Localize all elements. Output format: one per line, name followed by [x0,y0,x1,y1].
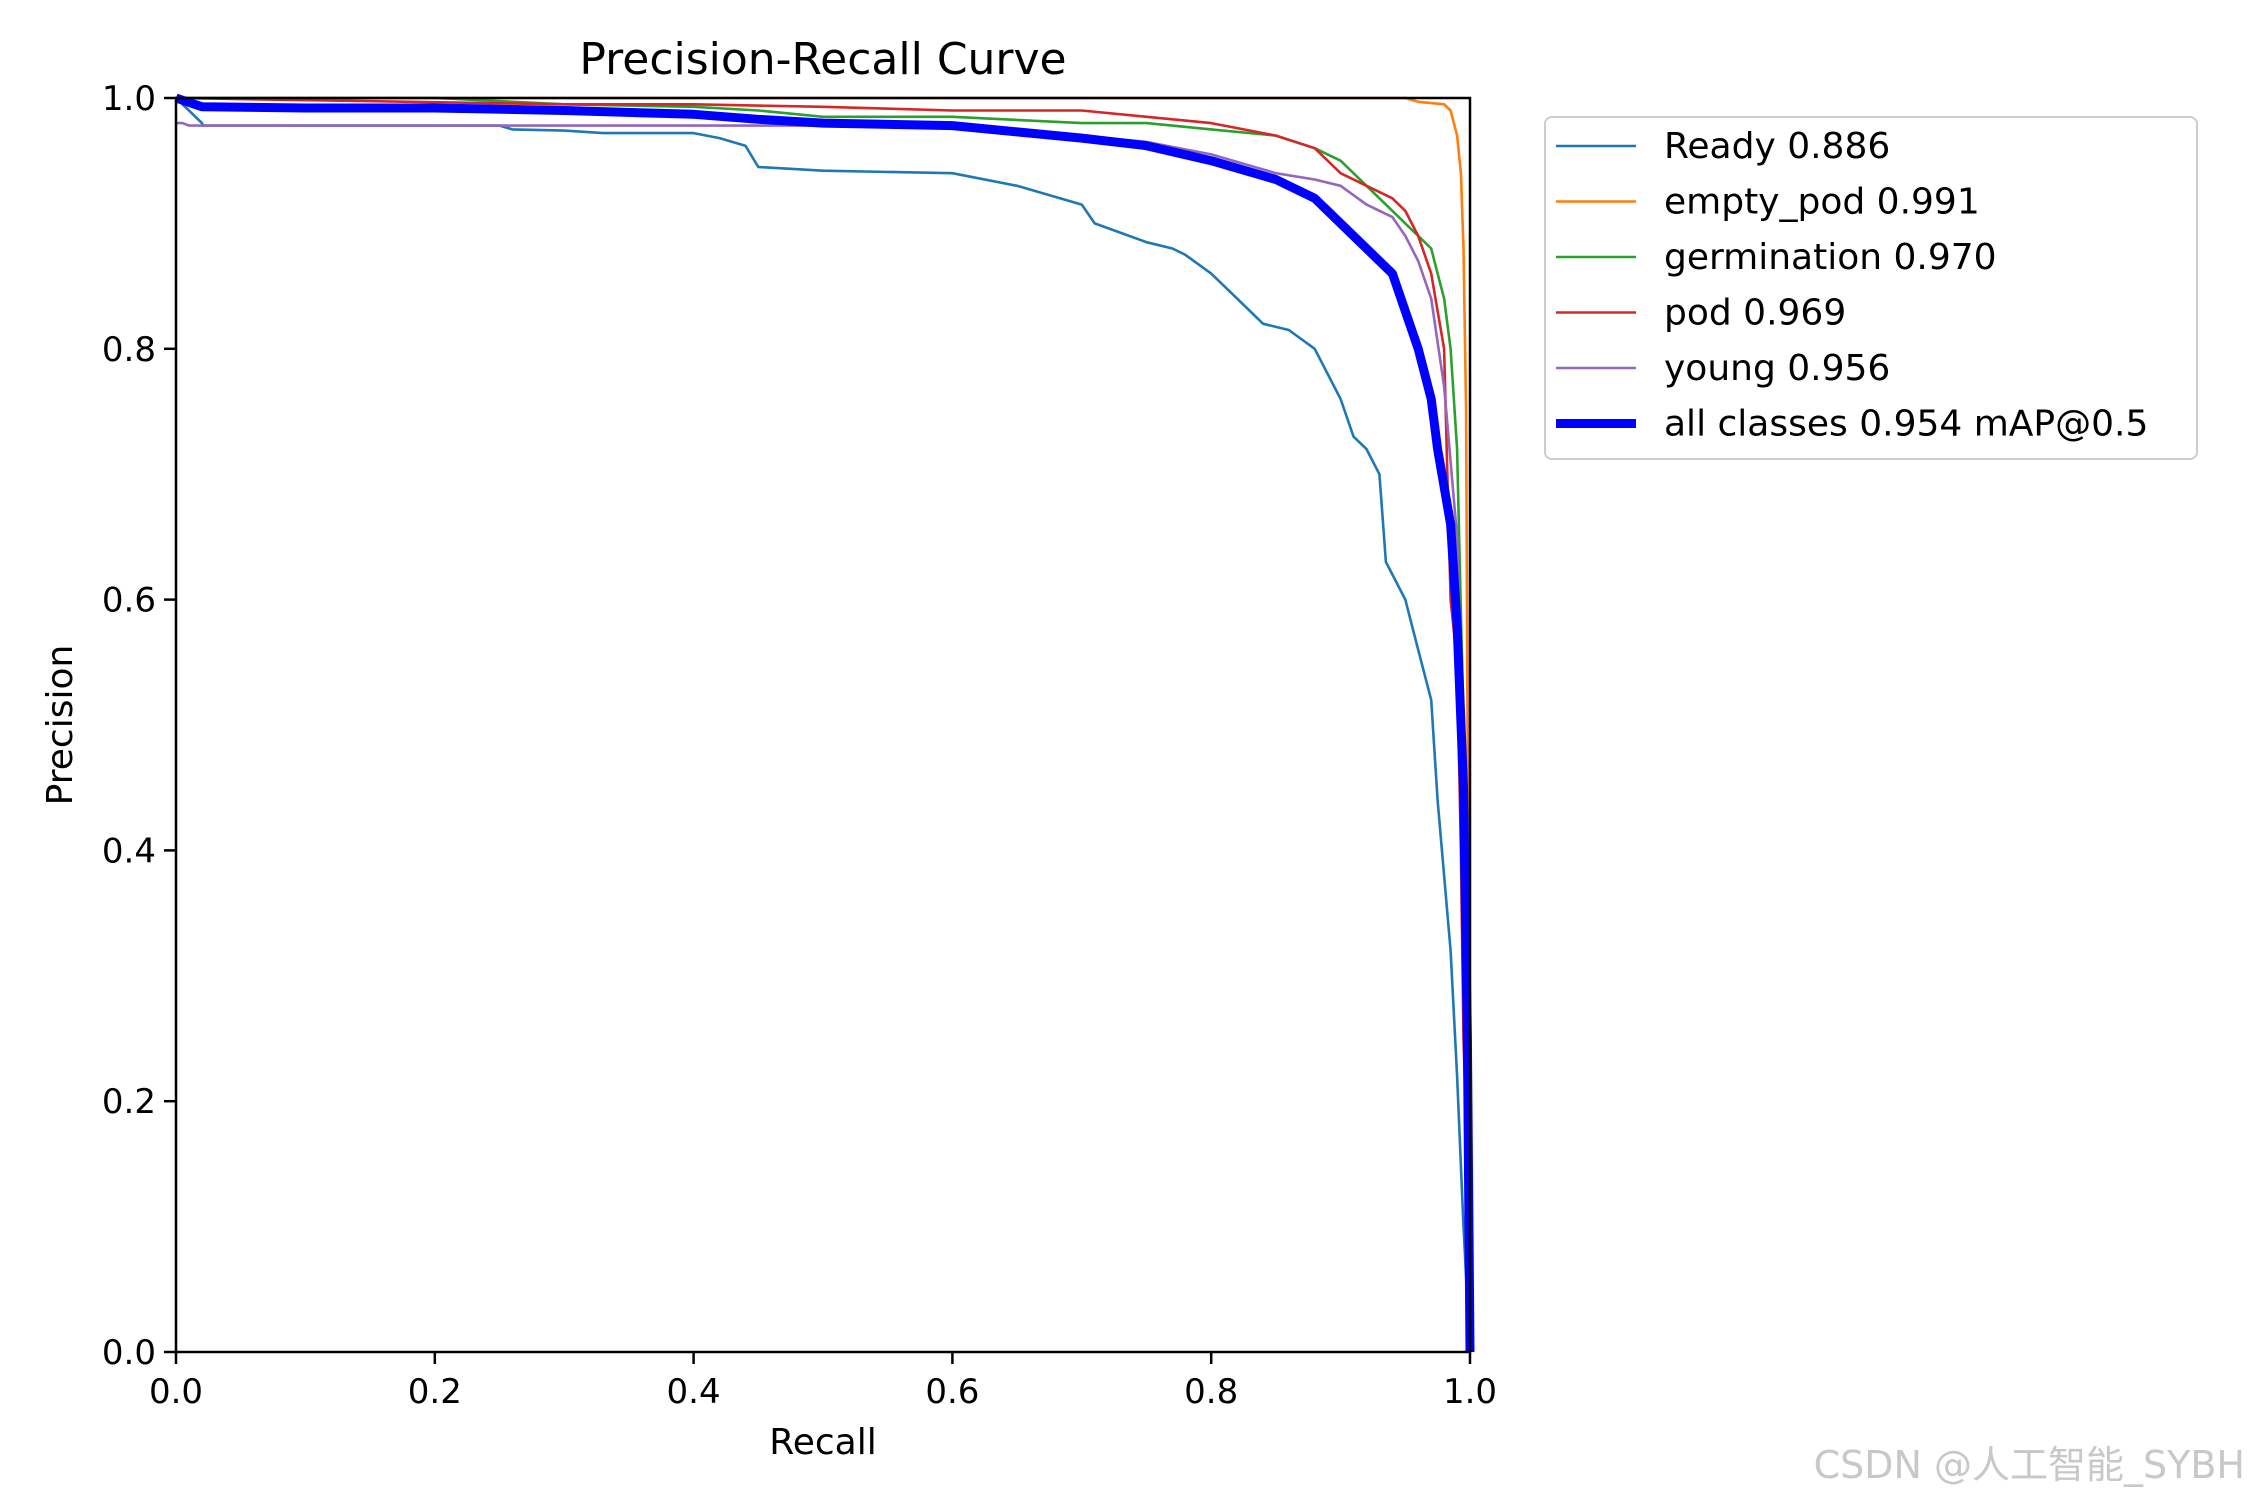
y-axis-label: Precision [40,645,81,806]
y-tick-label: 0.4 [102,831,156,871]
y-tick-label: 0.6 [102,581,156,621]
y-tick-label: 0.2 [102,1082,156,1122]
legend-label-3: pod 0.969 [1664,293,1846,334]
x-tick-label: 0.4 [667,1372,721,1412]
series-line-4 [176,121,1472,1353]
legend-entries: Ready 0.886 empty_pod 0.991 germination 0.… [1556,126,2148,445]
series-line-5 [174,93,1475,1353]
y-tick-label: 1.0 [102,79,156,119]
x-tick-label: 0.2 [408,1372,462,1412]
x-axis-ticks: 0.0 0.2 0.4 0.6 0.8 1.0 [149,1352,1497,1412]
legend-label-1: empty_pod 0.991 [1664,182,1980,223]
y-tick-label: 0.8 [102,330,156,370]
legend-label-4: young 0.956 [1664,348,1890,389]
legend-label-2: germination 0.970 [1664,237,1997,278]
legend: Ready 0.886 empty_pod 0.991 germination 0.… [1544,116,2198,460]
watermark-text: CSDN @人工智能_SYBH [1814,1443,2245,1487]
x-tick-label: 0.8 [1184,1372,1238,1412]
y-tick-label: 0.0 [102,1333,156,1373]
chart-title: Precision-Recall Curve [579,34,1066,85]
y-axis-ticks: 0.0 0.2 0.4 0.6 0.8 1.0 [102,79,176,1373]
series-line-0 [175,97,1472,1353]
x-tick-label: 0.6 [925,1372,979,1412]
x-tick-label: 0.0 [149,1372,203,1412]
x-tick-label: 1.0 [1443,1372,1497,1412]
legend-label-5: all classes 0.954 mAP@0.5 [1664,404,2148,445]
legend-label-0: Ready 0.886 [1664,126,1890,167]
plot-frame [174,96,1472,1354]
legend-box [1544,116,2198,460]
x-axis-label: Recall [769,1422,876,1463]
